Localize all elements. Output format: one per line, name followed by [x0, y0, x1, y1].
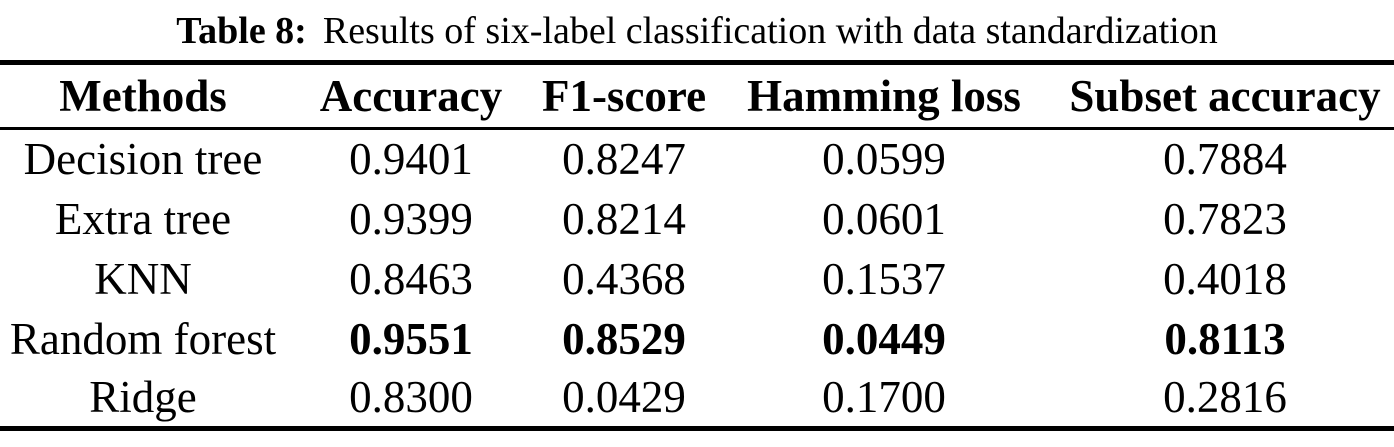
method-name-cell: Ridge — [0, 368, 286, 431]
table-caption-text: Results of six-label classification with… — [322, 10, 1218, 52]
method-name-cell: Extra tree — [54, 193, 232, 244]
f1-score-cell: 0.8529 — [562, 313, 686, 364]
f1-score-cell: 0.4368 — [562, 253, 686, 304]
method-name-cell: Decision tree — [23, 134, 263, 185]
accuracy-cell: 0.9399 — [349, 193, 473, 244]
f1-score-cell: 0.8247 — [562, 134, 686, 185]
f1-score-cell: 0.8214 — [562, 193, 686, 244]
accuracy-cell: 0.9551 — [349, 313, 473, 364]
subset-accuracy-cell: 0.7884 — [1163, 134, 1287, 185]
hamming-loss-cell: 0.1537 — [822, 253, 946, 304]
accuracy-cell: 0.9401 — [349, 134, 473, 185]
accuracy-cell: 0.8300 — [286, 368, 536, 431]
table-row: Decision tree 0.9401 0.8247 0.0599 0.788… — [0, 129, 1394, 189]
column-header-f1-score: F1-score — [536, 60, 712, 130]
subset-accuracy-cell: 0.8113 — [1164, 313, 1286, 364]
column-header-subset-accuracy: Subset accuracy — [1056, 60, 1394, 130]
table-row: Random forest 0.9551 0.8529 0.0449 0.811… — [0, 309, 1394, 369]
column-header-methods: Methods — [0, 60, 286, 130]
method-name-cell: Random forest — [9, 313, 277, 364]
column-header-accuracy: Accuracy — [286, 60, 536, 130]
column-header-hamming-loss: Hamming loss — [712, 60, 1056, 130]
table-caption: Table 8: Results of six-label classificat… — [0, 0, 1394, 60]
hamming-loss-cell: 0.0599 — [822, 134, 946, 185]
accuracy-cell: 0.8463 — [349, 253, 473, 304]
results-table: Methods Accuracy F1-score Hamming loss S… — [0, 60, 1394, 431]
subset-accuracy-cell: 0.2816 — [1056, 368, 1394, 431]
table-row: Extra tree 0.9399 0.8214 0.0601 0.7823 — [0, 189, 1394, 249]
f1-score-cell: 0.0429 — [536, 368, 712, 431]
subset-accuracy-cell: 0.4018 — [1163, 253, 1287, 304]
hamming-loss-cell: 0.0601 — [822, 193, 946, 244]
table-row: Ridge 0.8300 0.0429 0.1700 0.2816 — [0, 368, 1394, 431]
table-caption-label: Table 8: — [176, 10, 307, 52]
table-header-row: Methods Accuracy F1-score Hamming loss S… — [0, 60, 1394, 130]
method-name-cell: KNN — [94, 253, 192, 304]
hamming-loss-cell: 0.1700 — [712, 368, 1056, 431]
table-row: KNN 0.8463 0.4368 0.1537 0.4018 — [0, 249, 1394, 309]
subset-accuracy-cell: 0.7823 — [1163, 193, 1287, 244]
hamming-loss-cell: 0.0449 — [822, 313, 946, 364]
table-header: Methods Accuracy F1-score Hamming loss S… — [0, 60, 1394, 130]
table-body: Decision tree 0.9401 0.8247 0.0599 0.788… — [0, 129, 1394, 431]
